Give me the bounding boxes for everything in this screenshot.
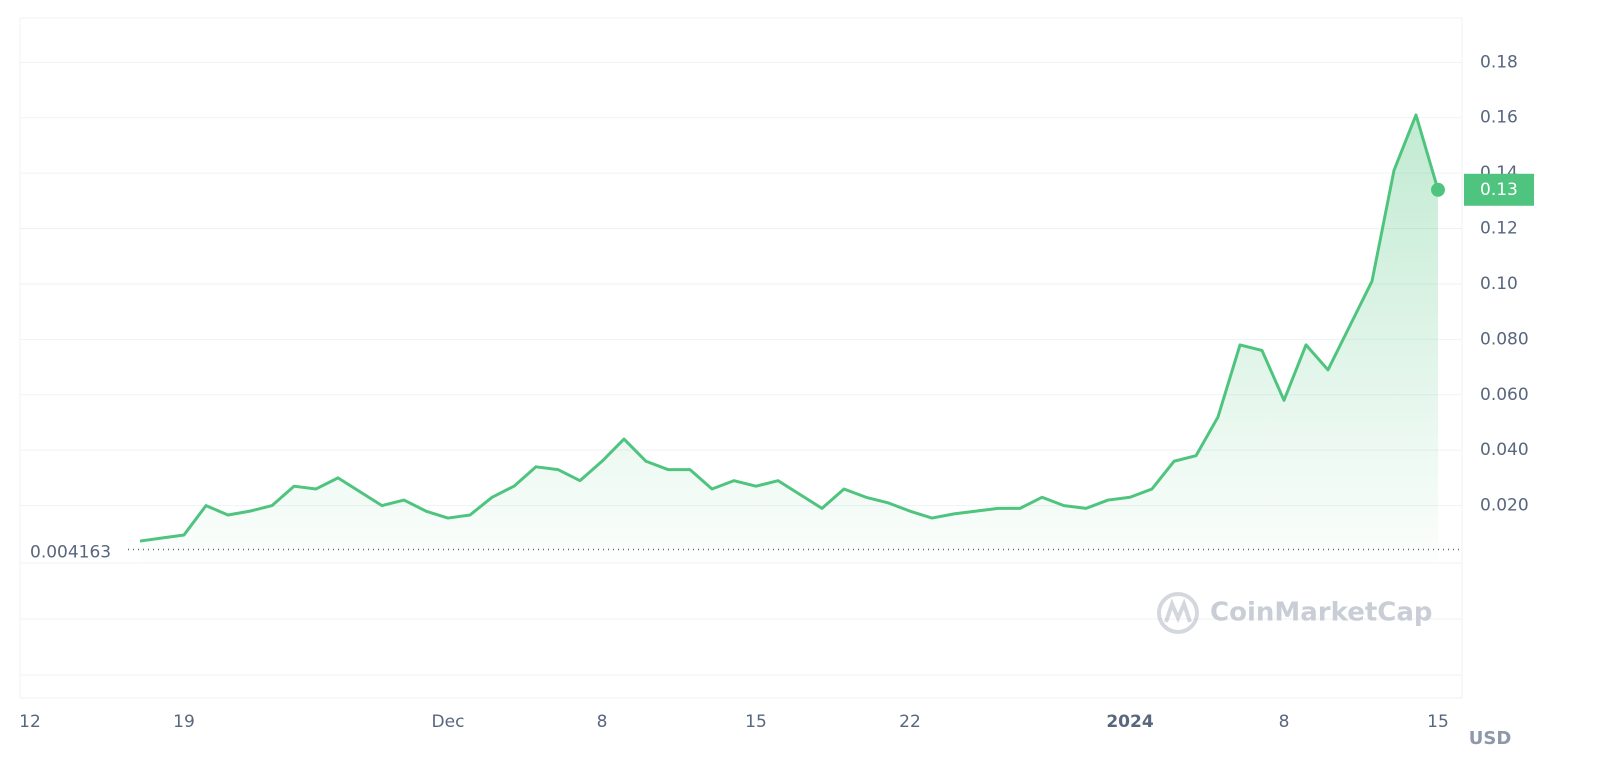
x-tick-label: 22 [899,712,921,732]
currency-label: USD [1469,728,1512,749]
watermark: CoinMarketCap [1210,598,1433,628]
y-tick-label: 0.020 [1480,496,1529,516]
y-tick-label: 0.040 [1480,440,1529,460]
price-area [140,114,1438,561]
x-tick-label: 15 [1427,712,1449,732]
x-tick-label: 19 [173,712,195,732]
baseline-label: 0.004163 [30,542,111,562]
price-tag-label: 0.13 [1480,180,1518,200]
x-tick-label: 15 [745,712,767,732]
x-tick-label: 8 [597,712,608,732]
x-tick-label: 12 [19,712,41,732]
plot-frame [19,17,1463,699]
price-line [139,113,1440,543]
x-tick-label: Dec [432,712,465,732]
x-tick-label: 2024 [1106,712,1153,732]
y-tick-label: 0.060 [1480,385,1529,405]
y-tick-label: 0.12 [1480,219,1518,239]
x-tick-label: 8 [1279,712,1290,732]
last-point [1431,182,1445,197]
watermark-logo [1157,592,1199,634]
y-tick-label: 0.080 [1480,329,1529,349]
y-tick-label: 0.10 [1480,274,1518,294]
y-tick-label: 0.18 [1480,52,1518,72]
y-tick-label: 0.16 [1480,108,1518,128]
price-tag [1464,173,1534,206]
